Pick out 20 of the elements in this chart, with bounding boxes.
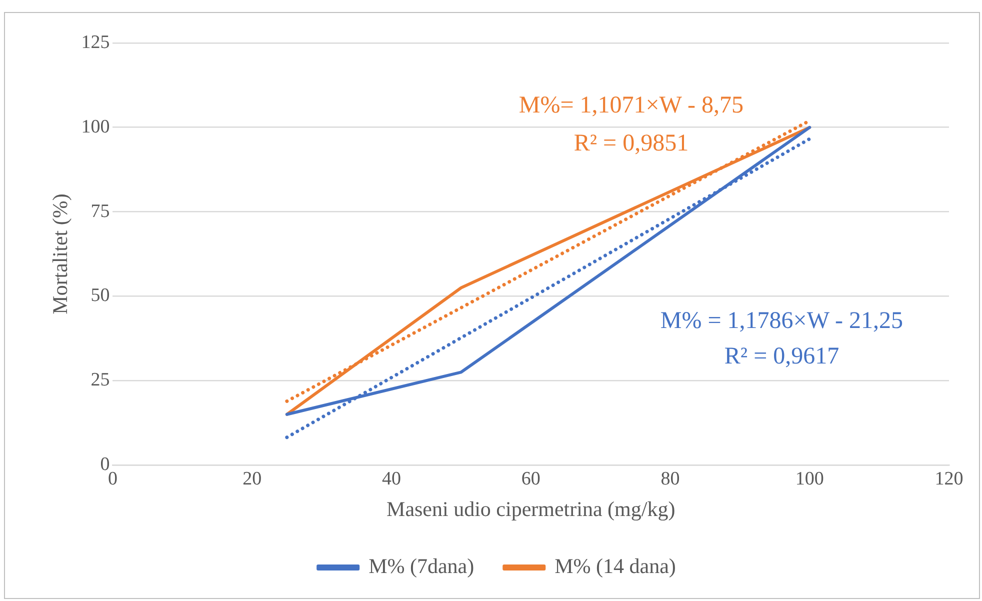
y-tick-label: 100 <box>81 116 110 138</box>
annotation: M%= 1,1071×W - 8,75 <box>518 92 744 119</box>
annotation: M% = 1,1786×W - 21,25 <box>660 308 904 334</box>
legend-label: M% (14 dana) <box>554 554 676 578</box>
x-tick-label: 100 <box>795 468 824 490</box>
legend-label: M% (7dana) <box>368 554 474 578</box>
x-tick-label: 60 <box>521 468 540 490</box>
y-tick-label: 125 <box>81 32 110 53</box>
y-axis-title: Mortalitet (%) <box>48 194 72 314</box>
x-tick-label: 20 <box>242 468 262 490</box>
x-tick-label: 80 <box>660 468 680 490</box>
y-tick-label: 25 <box>90 370 110 391</box>
annotation: R² = 0,9851 <box>574 130 689 157</box>
x-tick-label: 120 <box>934 468 964 490</box>
y-tick-label: 0 <box>100 454 110 475</box>
x-tick-label: 40 <box>382 468 401 490</box>
annotation: R² = 0,9617 <box>724 344 840 370</box>
y-tick-label: 75 <box>90 200 110 222</box>
y-tick-label: 50 <box>90 285 110 306</box>
x-axis-title: Maseni udio cipermetrina (mg/kg) <box>386 496 676 521</box>
